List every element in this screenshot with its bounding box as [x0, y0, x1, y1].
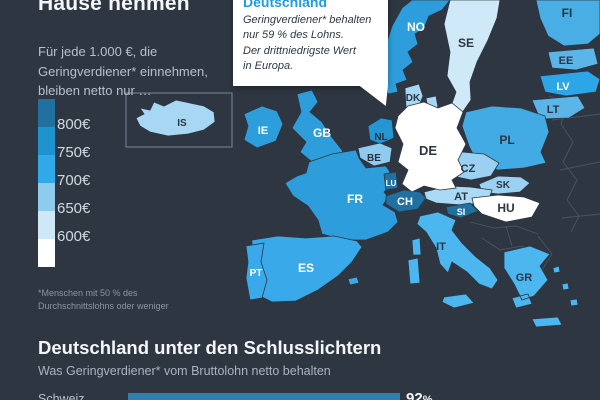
country-label-dk: DK	[406, 93, 421, 104]
bar-value-unit: %	[422, 394, 433, 400]
bar-value: 92%	[406, 390, 432, 400]
legend-segment	[38, 99, 55, 127]
bar-schweiz	[128, 393, 400, 400]
country-hu	[471, 194, 541, 223]
country-nl	[367, 117, 395, 145]
legend-segment	[38, 239, 55, 267]
legend-label: 750€	[57, 144, 91, 161]
country-label-cz: CZ	[461, 163, 476, 175]
country-se	[443, 0, 501, 114]
country-label-ie: IE	[258, 125, 268, 137]
callout-line: nur 59 % des Lohns.	[243, 29, 344, 42]
country-label-es: ES	[298, 261, 314, 275]
callout-title: Deutschland	[243, 0, 328, 10]
country-no	[380, 0, 451, 95]
country-label-pt: PT	[250, 268, 263, 279]
country-label-lv: LV	[556, 81, 570, 93]
country-gr	[503, 245, 579, 328]
country-label-si: SI	[457, 207, 466, 217]
country-lv	[539, 70, 600, 97]
country-label-nl: NL	[374, 132, 387, 143]
bar-category-label: Schweiz	[38, 392, 85, 400]
country-label-pl: PL	[499, 133, 514, 147]
legend-segment	[38, 127, 55, 155]
legend-label: 600€	[57, 228, 91, 245]
country-ie	[243, 105, 284, 149]
country-label-gb: GB	[313, 126, 331, 140]
country-label-gr: GR	[516, 272, 533, 284]
country-label-is: IS	[177, 118, 187, 129]
country-label-ee: EE	[559, 55, 574, 67]
country-label-at: AT	[454, 191, 468, 203]
intro-line: Geringverdiener* einnehmen,	[38, 63, 208, 79]
iceland-inset-box	[125, 92, 233, 148]
country-label-hu: HU	[497, 201, 514, 215]
intro-line: Für jede 1.000 €, die	[38, 44, 158, 59]
color-legend: 800€ 750€ 700€ 650€ 600€	[38, 99, 90, 267]
footnote-line: Durchschnittslohns oder weniger	[38, 301, 169, 312]
country-fr	[284, 149, 399, 241]
bar-value-number: 92	[406, 390, 423, 400]
legend-color-bar	[38, 99, 55, 267]
country-it	[407, 211, 499, 309]
country-lu	[383, 171, 399, 191]
country-be	[357, 142, 393, 167]
country-de	[394, 101, 467, 193]
page-title: Hause nehmen	[38, 0, 190, 15]
country-label-lu: LU	[386, 179, 397, 188]
country-fi	[535, 0, 600, 47]
country-label-ch: CH	[397, 196, 413, 208]
country-is	[135, 99, 216, 137]
legend-segment	[38, 183, 55, 211]
legend-label: 700€	[57, 172, 91, 189]
country-ee	[547, 47, 599, 71]
country-label-fr: FR	[347, 192, 363, 206]
legend-label: 650€	[57, 200, 91, 217]
callout-line: Der drittniedrigste Wert	[243, 44, 356, 57]
bottom-section-title: Deutschland unter den Schlusslichtern	[38, 337, 382, 358]
footnote-line: *Menschen mit 50 % des	[38, 288, 138, 298]
country-label-sk: SK	[496, 180, 511, 191]
intro-line: bleiben netto nur …	[38, 83, 152, 98]
country-label-fi: FI	[562, 6, 573, 20]
germany-callout: Deutschland Geringverdiener* behalten nu…	[233, 0, 388, 86]
country-si	[445, 202, 479, 219]
footnote: *Menschen mit 50 % des Durchschnittslohn…	[38, 287, 169, 313]
callout-line: in Europa.	[243, 60, 294, 73]
country-label-lt: LT	[547, 104, 560, 116]
country-label-it: IT	[436, 241, 446, 253]
country-ch	[385, 189, 427, 213]
country-label-be: BE	[367, 153, 381, 164]
country-label-no: NO	[407, 20, 425, 34]
intro-text: Für jede 1.000 €, die Geringverdiener* e…	[38, 42, 208, 101]
country-pt	[245, 242, 268, 301]
legend-segment	[38, 155, 55, 183]
legend-segment	[38, 211, 55, 239]
callout-line: Geringverdiener* behalten	[243, 14, 372, 26]
country-label-de: DE	[419, 143, 437, 158]
legend-label: 800€	[57, 116, 91, 133]
bottom-section-subtitle: Was Geringverdiener* vom Bruttolohn nett…	[38, 364, 331, 378]
country-label-se: SE	[458, 36, 474, 50]
